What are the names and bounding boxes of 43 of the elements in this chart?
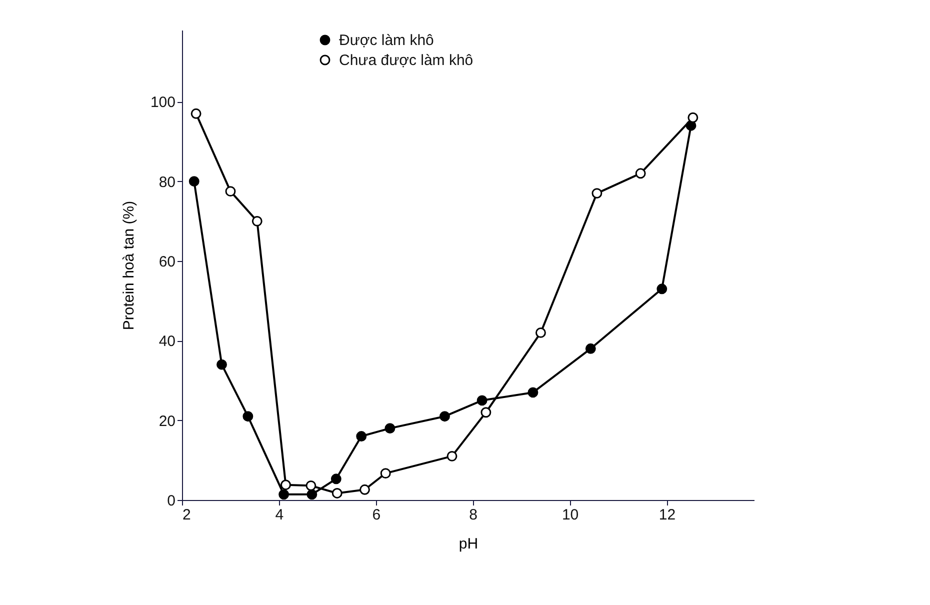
point bbox=[380, 468, 391, 479]
y-tick-label: 0 bbox=[167, 492, 176, 510]
point bbox=[278, 489, 290, 500]
x-tick-label: 12 bbox=[658, 506, 676, 524]
point bbox=[190, 108, 202, 119]
x-tick-label: 6 bbox=[372, 506, 381, 524]
point bbox=[242, 411, 254, 422]
point bbox=[330, 474, 342, 484]
point bbox=[528, 387, 538, 398]
y-tick-label: 100 bbox=[150, 94, 176, 112]
point bbox=[480, 407, 492, 418]
point bbox=[280, 480, 291, 490]
legend-label: Được làm khô bbox=[339, 32, 434, 49]
x-tick-label: 8 bbox=[469, 506, 478, 524]
point bbox=[225, 186, 236, 197]
point bbox=[656, 284, 668, 294]
point bbox=[446, 450, 458, 462]
point bbox=[306, 480, 316, 491]
point bbox=[306, 489, 318, 500]
point bbox=[476, 395, 488, 406]
point bbox=[585, 343, 596, 354]
legend-label: Chưa được làm khô bbox=[339, 52, 474, 69]
y-tick-label: 20 bbox=[158, 412, 176, 430]
y-axis-title: Protein hoà tan (%) bbox=[120, 200, 138, 330]
point bbox=[332, 488, 342, 498]
x-tick-label: 4 bbox=[275, 506, 284, 524]
point bbox=[252, 216, 262, 226]
x-tick-label: 2 bbox=[182, 506, 191, 524]
point bbox=[592, 188, 602, 199]
point bbox=[440, 411, 450, 422]
point bbox=[356, 431, 367, 442]
point bbox=[384, 423, 396, 434]
point bbox=[688, 112, 698, 123]
y-tick-label: 80 bbox=[158, 174, 176, 191]
point bbox=[188, 176, 200, 187]
point bbox=[216, 359, 227, 370]
y-tick-label: 60 bbox=[158, 254, 176, 271]
point bbox=[535, 328, 546, 338]
point bbox=[635, 168, 646, 179]
point bbox=[360, 484, 370, 495]
x-axis-title: pH bbox=[458, 536, 478, 552]
x-tick-label: 10 bbox=[562, 506, 579, 524]
y-tick-label: 40 bbox=[158, 333, 176, 350]
